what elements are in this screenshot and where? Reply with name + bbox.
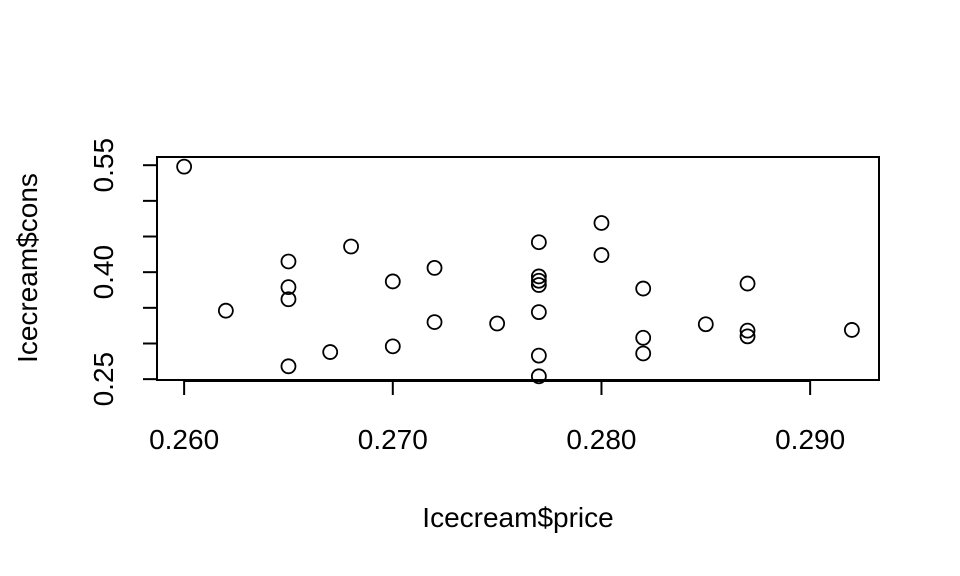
data-point — [530, 272, 547, 289]
data-point — [530, 347, 547, 364]
x-tick-label: 0.280 — [566, 424, 636, 455]
data-point — [635, 345, 652, 362]
data-point — [739, 328, 756, 345]
data-point — [739, 322, 756, 339]
data-point — [593, 247, 610, 263]
data-point — [426, 259, 443, 276]
data-point — [843, 322, 860, 338]
data-point — [176, 158, 193, 175]
data-point — [280, 279, 297, 296]
data-point — [343, 238, 359, 255]
data-point — [530, 234, 547, 251]
y-tick-label: 0.40 — [88, 245, 119, 300]
data-point — [530, 268, 547, 285]
data-point — [697, 316, 714, 333]
data-point — [384, 338, 401, 355]
y-tick-label: 0.55 — [88, 138, 119, 193]
x-tick-label: 0.270 — [358, 424, 428, 455]
data-point — [530, 277, 547, 293]
data-point — [593, 215, 610, 231]
x-tick-label: 0.260 — [149, 424, 219, 455]
data-point — [280, 358, 297, 375]
data-point — [426, 314, 443, 330]
data-point — [322, 344, 339, 360]
data-point — [530, 368, 547, 385]
data-point — [739, 275, 756, 292]
data-point — [530, 304, 547, 321]
y-tick-label: 0.25 — [88, 352, 119, 407]
data-point — [635, 280, 652, 297]
data-points — [176, 158, 860, 385]
data-point — [280, 253, 297, 270]
data-point — [384, 273, 401, 290]
y-axis: 0.25 0.40 0.55 — [88, 138, 158, 407]
data-point — [635, 329, 652, 346]
x-axis-label: Icecream$price — [422, 502, 613, 533]
y-axis-label: Icecream$cons — [12, 173, 43, 363]
x-axis: 0.260 0.270 0.280 0.290 — [149, 380, 845, 455]
data-point — [280, 291, 297, 308]
data-point — [489, 315, 506, 332]
x-tick-label: 0.290 — [775, 424, 845, 455]
data-point — [217, 302, 234, 319]
